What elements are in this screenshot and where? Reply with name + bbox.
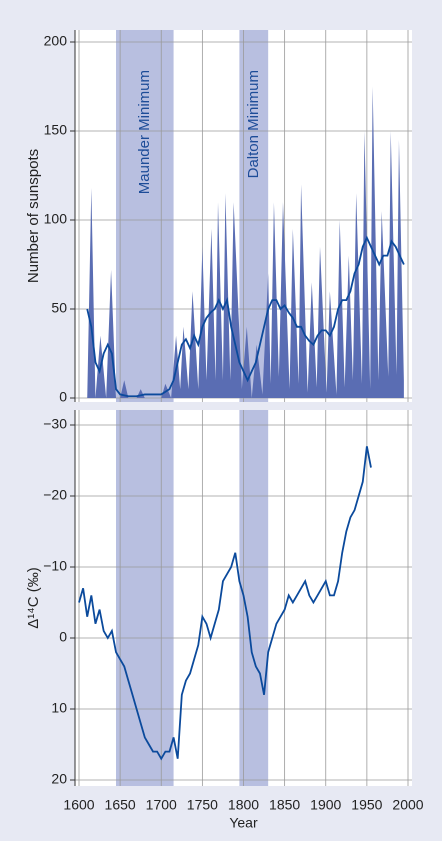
x-tick-label: 1650 bbox=[105, 797, 136, 813]
x-tick-label: 1700 bbox=[146, 797, 177, 813]
line bbox=[78, 446, 372, 761]
shaded-region bbox=[116, 410, 174, 786]
shaded-region bbox=[239, 30, 269, 402]
y-tick-label: 50 bbox=[51, 300, 67, 316]
region-label: Maunder Minimum bbox=[136, 70, 153, 194]
x-tick-label: 2000 bbox=[392, 797, 423, 813]
area bbox=[87, 86, 404, 398]
x-tick-label: 1850 bbox=[269, 797, 300, 813]
line bbox=[86, 235, 405, 398]
y-tick-label: 0 bbox=[59, 629, 67, 645]
x-tick-label: 1600 bbox=[63, 797, 94, 813]
y-tick-label: 0 bbox=[59, 389, 67, 405]
region-label: Dalton Minimum bbox=[245, 70, 262, 178]
shaded-region bbox=[116, 30, 174, 402]
y-tick-label: −30 bbox=[43, 416, 67, 432]
y-tick-label: 200 bbox=[44, 33, 68, 49]
y-tick-label: 20 bbox=[51, 771, 67, 787]
y-tick-label: −10 bbox=[43, 558, 67, 574]
y-tick-label: −20 bbox=[43, 487, 67, 503]
x-tick-label: 1900 bbox=[310, 797, 341, 813]
y-tick-label: 100 bbox=[44, 211, 68, 227]
x-tick-label: 1950 bbox=[351, 797, 382, 813]
y-tick-label: 10 bbox=[51, 700, 67, 716]
y-tick-label: 150 bbox=[44, 122, 68, 138]
x-tick-label: 1750 bbox=[187, 797, 218, 813]
x-axis-label: Year bbox=[229, 815, 258, 831]
x-tick-label: 1800 bbox=[228, 797, 259, 813]
y-axis-label: Number of sunspots bbox=[25, 149, 42, 283]
y-axis-label: Δ¹⁴C (‰) bbox=[25, 567, 42, 628]
